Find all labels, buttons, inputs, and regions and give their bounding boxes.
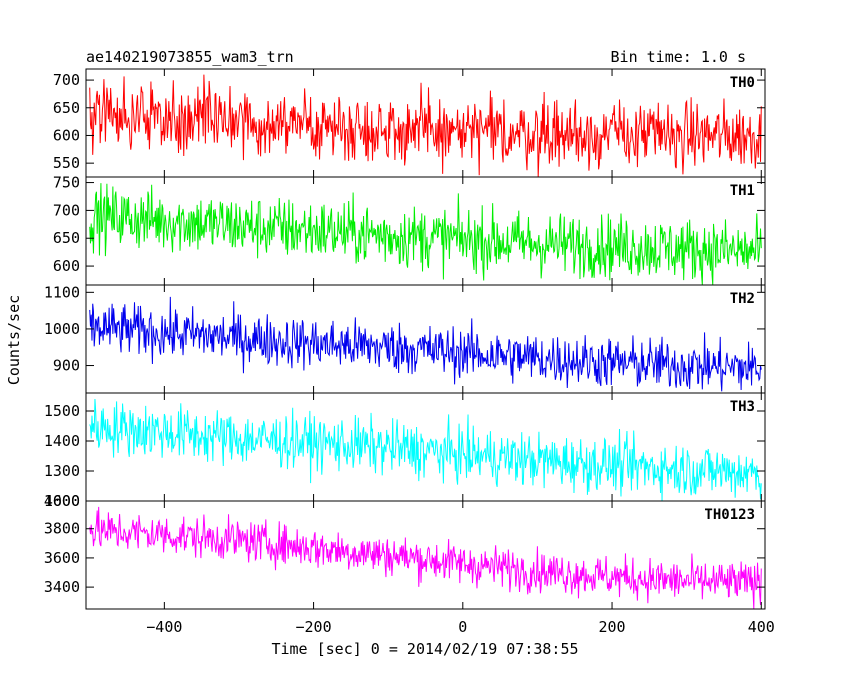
- panel-th3: 1300 1400 1500 TH3: [44, 392, 766, 502]
- panel-th1: 600 650 700 750 TH1: [53, 174, 766, 286]
- x-tick-label: 200: [598, 618, 625, 636]
- x-tick-label: −200: [296, 618, 332, 636]
- y-tick-label: 650: [53, 99, 80, 117]
- series-label: TH0: [730, 75, 755, 91]
- y-tick-label: 550: [53, 154, 80, 172]
- series-line-th1: [89, 183, 762, 286]
- panel-th2: 900 1000 1100 TH2: [44, 283, 766, 394]
- y-tick-label: 1000: [44, 320, 80, 338]
- y-tick-label: 3400: [44, 578, 80, 596]
- y-tick-label: 1600: [44, 492, 80, 510]
- y-tick-label: 1500: [44, 402, 80, 420]
- panel-frame: [85, 500, 766, 610]
- y-tick-label: 1100: [44, 283, 80, 301]
- y-tick-label: 600: [53, 126, 80, 144]
- y-tick-label: 3800: [44, 520, 80, 538]
- series-label: TH2: [730, 291, 755, 307]
- x-tick-label: 400: [748, 618, 775, 636]
- x-tick-label: −400: [146, 618, 182, 636]
- y-axis-label: Counts/sec: [5, 295, 23, 385]
- series-label: TH3: [730, 399, 755, 415]
- panels: 550 600 650 700 TH0 600 650 700 750 TH1 900 1000 110…: [44, 68, 775, 636]
- y-tick-label: 700: [53, 71, 80, 89]
- y-tick-label: 4000: [44, 492, 80, 510]
- y-tick-label: 1400: [44, 432, 80, 450]
- y-tick-label: 650: [53, 229, 80, 247]
- y-tick-label: 700: [53, 201, 80, 219]
- chart-subtitle: Bin time: 1.0 s: [611, 48, 746, 66]
- y-tick-label: 1300: [44, 462, 80, 480]
- series-label: TH1: [730, 183, 755, 199]
- panel-th0: 550 600 650 700 TH0: [53, 68, 766, 178]
- y-tick-label: 600: [53, 257, 80, 275]
- x-axis-label: Time [sec] 0 = 2014/02/19 07:38:55: [271, 640, 578, 658]
- y-tick-label: 3600: [44, 549, 80, 567]
- chart-title: ae140219073855_wam3_trn: [86, 48, 294, 66]
- series-line-th2: [89, 296, 762, 392]
- series-line-th0123: [89, 506, 762, 610]
- y-tick-label: 750: [53, 174, 80, 192]
- series-label: TH0123: [704, 507, 755, 523]
- y-tick-label: 900: [53, 357, 80, 375]
- x-tick-label: 0: [458, 618, 467, 636]
- series-line-th0: [89, 74, 762, 178]
- series-line-th3: [89, 398, 762, 502]
- panel-frame: [85, 392, 766, 502]
